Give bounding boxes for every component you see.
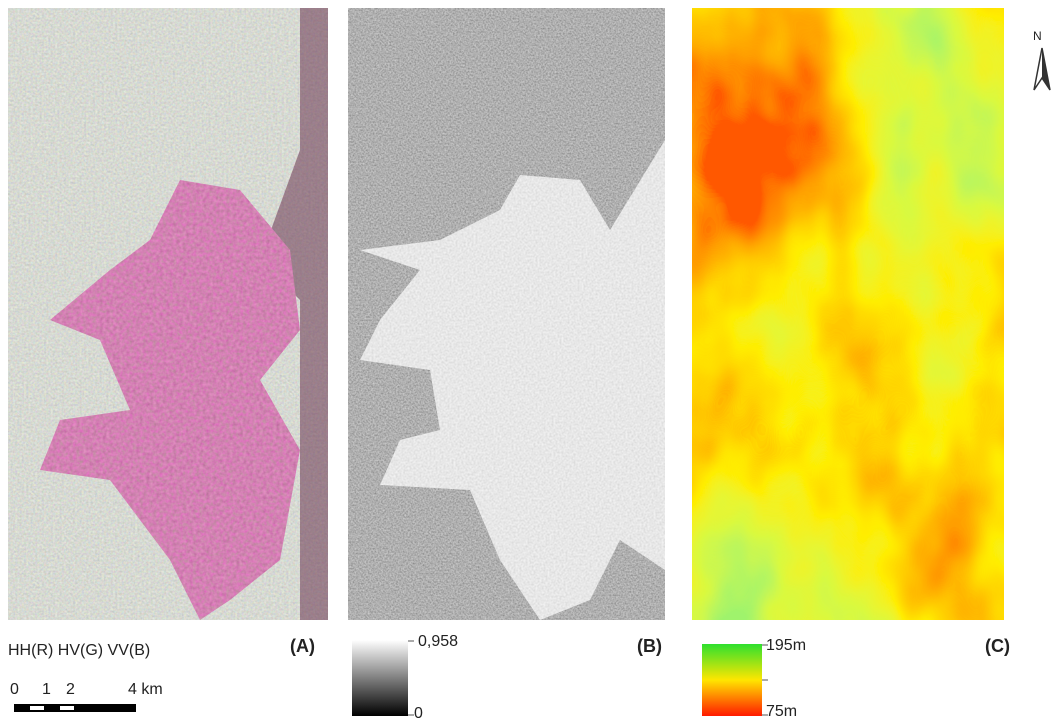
band-caption: HH(R) HV(G) VV(B) xyxy=(8,642,150,659)
legend-min: 75m xyxy=(766,703,797,720)
scale-segment xyxy=(30,706,44,710)
scale-label: 0 xyxy=(10,681,19,698)
color-ramp xyxy=(702,644,762,716)
panel-b xyxy=(348,8,665,620)
color-ramp xyxy=(352,640,408,716)
legend-c: 195m 75m xyxy=(702,637,806,720)
panel-label: (B) xyxy=(637,636,662,656)
figure: HH(R) HV(G) VV(B) (A) (B) (C) 0 1 2 4 km… xyxy=(0,0,1059,720)
panel-a xyxy=(8,8,328,620)
north-arrow: N xyxy=(1033,29,1050,90)
legend-min: 0 xyxy=(414,705,423,720)
panel-c xyxy=(692,8,1004,620)
scale-segment xyxy=(60,706,74,710)
panel-label: (A) xyxy=(290,636,315,656)
scale-bar: 0 1 2 4 km xyxy=(10,681,163,712)
legend-max: 195m xyxy=(766,637,806,654)
scale-label: 1 xyxy=(42,681,51,698)
north-label: N xyxy=(1033,29,1042,43)
legend-max: 0,958 xyxy=(418,633,458,650)
panel-label: (C) xyxy=(985,636,1010,656)
legend-b: 0,958 0 xyxy=(352,633,458,720)
dem-image xyxy=(692,8,1004,620)
scale-label: 2 xyxy=(66,681,75,698)
scale-label: 4 km xyxy=(128,681,163,698)
